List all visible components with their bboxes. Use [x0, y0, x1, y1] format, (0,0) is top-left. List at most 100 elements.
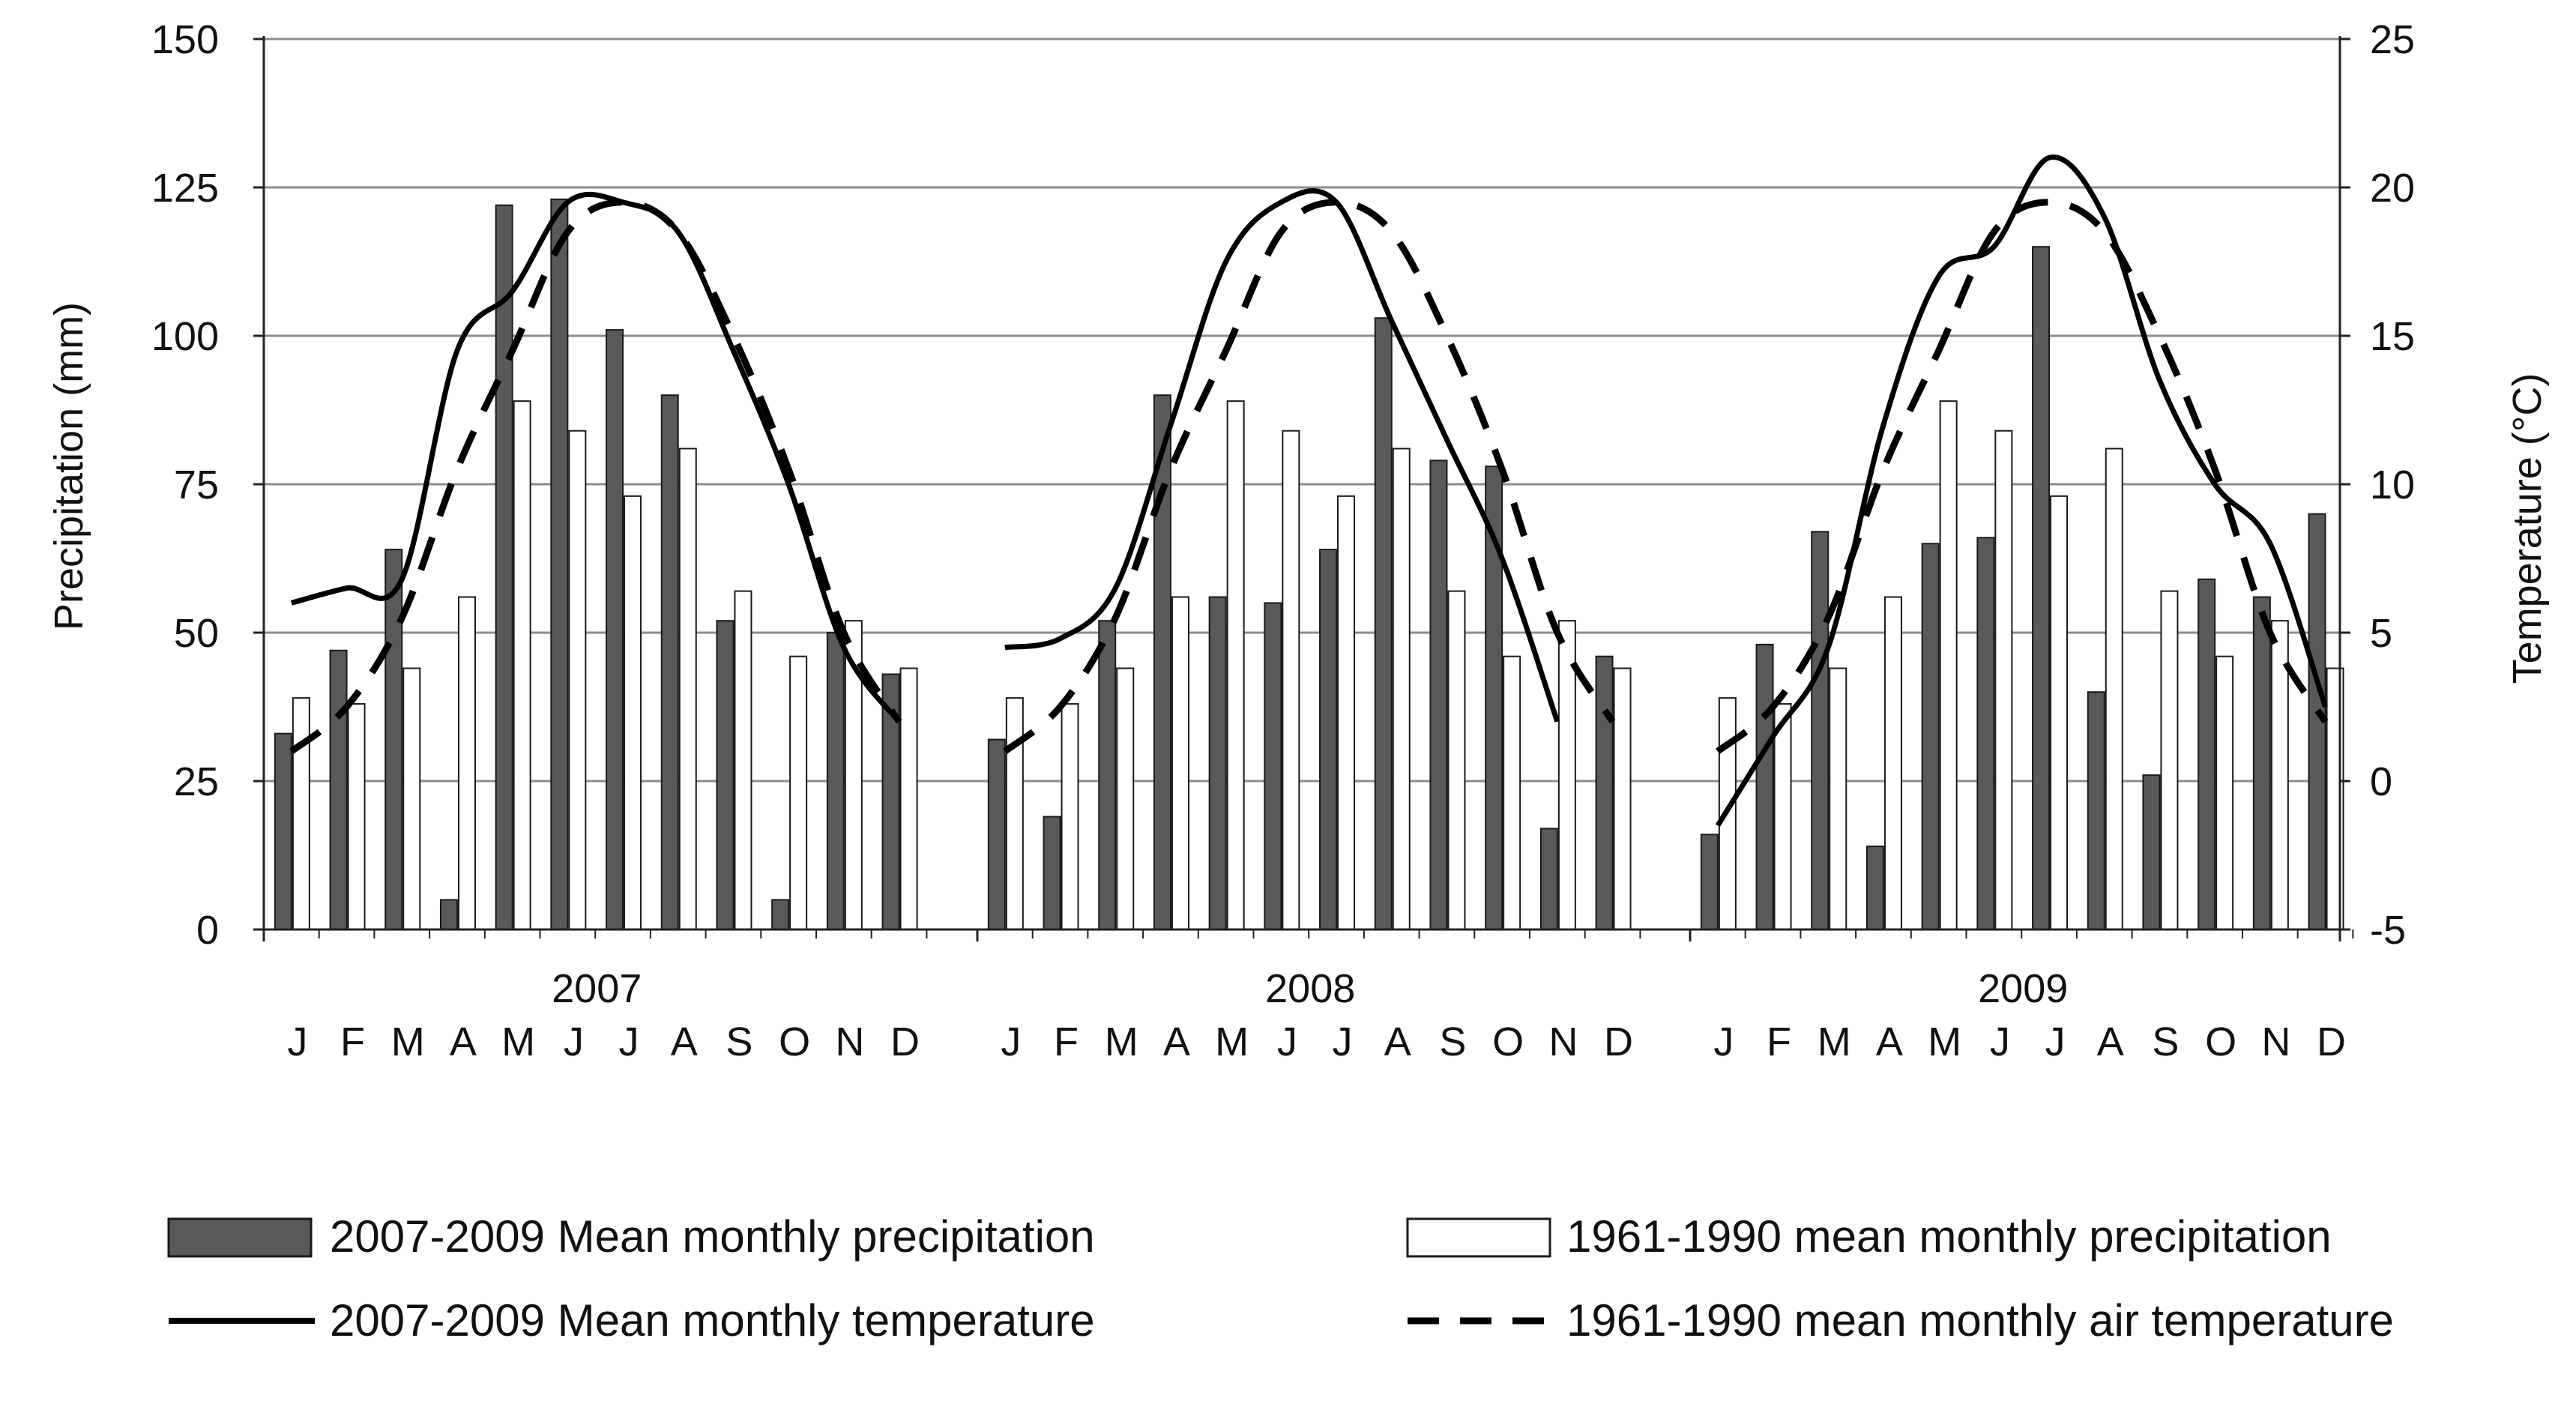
bar-observed-precip — [606, 329, 624, 930]
month-label: O — [2205, 1019, 2236, 1064]
bar-observed-precip — [1921, 543, 1940, 930]
bar-normal-precip — [568, 430, 587, 930]
bar-normal-precip — [402, 667, 421, 931]
bar-normal-precip — [1503, 655, 1521, 930]
left-tick-label: 25 — [174, 759, 219, 804]
month-label: S — [1439, 1019, 1466, 1064]
bar-observed-precip — [660, 394, 679, 930]
bar-observed-precip — [274, 732, 292, 930]
bar-normal-precip — [1613, 667, 1632, 931]
bar-normal-precip — [1337, 495, 1356, 930]
bar-normal-precip — [1773, 703, 1792, 930]
legend-swatch-normal-precip — [1406, 1217, 1551, 1258]
right-tick-label: 0 — [2370, 759, 2392, 804]
bar-observed-precip — [550, 198, 569, 930]
month-label: S — [726, 1019, 752, 1064]
bar-observed-precip — [1755, 643, 1774, 931]
bar-normal-precip — [2160, 590, 2179, 930]
bar-normal-precip — [292, 697, 310, 930]
bar-normal-precip — [347, 703, 366, 930]
bar-observed-precip — [2032, 246, 2051, 930]
bar-observed-precip — [1208, 596, 1227, 930]
right-tick-label: 5 — [2370, 611, 2392, 656]
bar-normal-precip — [2050, 495, 2069, 930]
year-label: 2008 — [1265, 966, 1355, 1011]
month-label: O — [779, 1019, 810, 1064]
right-tick-label: 15 — [2370, 314, 2415, 359]
bar-normal-precip — [899, 667, 918, 931]
year-label: 2009 — [1978, 966, 2068, 1011]
month-label: F — [1767, 1019, 1791, 1064]
bar-observed-precip — [1374, 317, 1393, 930]
month-label: S — [2152, 1019, 2179, 1064]
bar-observed-precip — [1043, 816, 1061, 931]
bar-normal-precip — [2105, 448, 2123, 930]
bar-observed-precip — [439, 899, 458, 931]
month-label: J — [1333, 1019, 1353, 1064]
right-tick-label: 25 — [2370, 17, 2415, 62]
bar-normal-precip — [678, 448, 697, 930]
month-label: F — [1054, 1019, 1079, 1064]
bar-observed-precip — [1811, 531, 1830, 930]
bar-observed-precip — [1700, 834, 1719, 931]
legend: 2007-2009 Mean monthly precipitation 196… — [167, 1211, 2394, 1346]
left-tick-label: 0 — [196, 908, 219, 953]
year-label: 2007 — [552, 966, 642, 1011]
bar-normal-precip — [1392, 448, 1411, 930]
bar-normal-precip — [457, 596, 476, 930]
month-label: A — [2097, 1019, 2124, 1064]
month-label: O — [1492, 1019, 1524, 1064]
bar-normal-precip — [1994, 430, 2013, 930]
bar-observed-precip — [1429, 460, 1448, 930]
month-label: N — [835, 1019, 864, 1064]
bar-normal-precip — [1829, 667, 1847, 931]
bar-normal-precip — [1116, 667, 1135, 931]
month-label: D — [1604, 1019, 1633, 1064]
bar-normal-precip — [1061, 703, 1079, 930]
month-label: A — [671, 1019, 698, 1064]
month-label: M — [1928, 1019, 1961, 1064]
legend-swatch-observed-precip — [167, 1217, 313, 1258]
bar-observed-precip — [1539, 828, 1558, 930]
bar-observed-precip — [2087, 691, 2105, 930]
line-normal-temp — [1003, 199, 1616, 754]
month-label: J — [1713, 1019, 1734, 1064]
month-label: A — [1163, 1019, 1190, 1064]
legend-label-observed-precip: 2007-2009 Mean monthly precipitation — [330, 1211, 1095, 1262]
month-label: J — [619, 1019, 639, 1064]
bar-normal-precip — [1939, 400, 1958, 930]
month-label: M — [501, 1019, 535, 1064]
month-label: A — [1876, 1019, 1903, 1064]
right-tick-label: 20 — [2370, 166, 2415, 211]
month-label: D — [2317, 1019, 2346, 1064]
month-label: J — [1001, 1019, 1021, 1064]
bar-observed-precip — [1319, 549, 1338, 930]
line-normal-temp — [289, 199, 902, 754]
bar-observed-precip — [771, 899, 790, 931]
left-tick-label: 125 — [151, 166, 219, 211]
left-axis-title: Precipitation (mm) — [46, 302, 91, 630]
bar-observed-precip — [987, 738, 1006, 930]
month-label: D — [890, 1019, 920, 1064]
month-label: M — [1105, 1019, 1138, 1064]
bar-observed-precip — [495, 204, 513, 930]
month-label: A — [1384, 1019, 1411, 1064]
month-label: J — [564, 1019, 584, 1064]
bar-observed-precip — [2198, 578, 2216, 930]
bar-normal-precip — [1447, 590, 1466, 930]
month-label: J — [287, 1019, 307, 1064]
legend-label-normal-precip: 1961-1990 mean monthly precipitation — [1566, 1211, 2332, 1262]
bar-observed-precip — [1865, 846, 1884, 930]
temperature-lines — [289, 154, 2329, 828]
bar-observed-precip — [716, 620, 735, 930]
line-observed-temp — [1715, 154, 2328, 828]
left-tick-label: 100 — [151, 314, 219, 359]
month-label: N — [2261, 1019, 2290, 1064]
right-axis-title: Temperature (°C) — [2505, 373, 2550, 684]
right-tick-label: 10 — [2370, 463, 2415, 507]
line-normal-temp — [1716, 199, 2329, 754]
line-observed-temp — [290, 191, 902, 723]
bar-observed-precip — [2142, 774, 2161, 930]
